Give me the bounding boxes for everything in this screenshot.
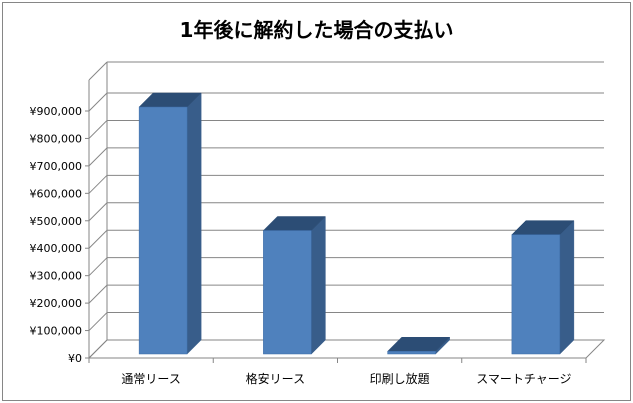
gridline-side	[88, 120, 108, 139]
bar	[138, 106, 188, 355]
bar	[511, 234, 561, 355]
bar-side	[311, 215, 326, 355]
gridline-side	[88, 174, 108, 194]
y-tick-label: ¥400,000	[30, 242, 83, 255]
gridline-side	[88, 257, 108, 277]
x-tick-label: 格安リース	[246, 371, 305, 386]
gridline-side	[88, 92, 108, 112]
y-tick-label: ¥800,000	[30, 132, 83, 145]
bar	[387, 351, 436, 355]
y-tick-label: ¥700,000	[30, 160, 83, 173]
gridline-side	[88, 147, 108, 167]
y-tick-label: ¥200,000	[30, 297, 83, 310]
x-tick-label: スマートチャージ	[476, 372, 571, 386]
gridline-side	[88, 229, 108, 249]
gridline-side	[88, 202, 108, 222]
bar-side	[559, 220, 575, 355]
bar-side	[186, 92, 202, 355]
x-tick-label: 通常リース	[121, 372, 180, 386]
y-tick-label: ¥500,000	[30, 215, 83, 228]
y-tick-label: ¥100,000	[30, 325, 83, 338]
y-tick-label: ¥300,000	[30, 270, 83, 283]
y-tick-label: ¥900,000	[30, 105, 83, 118]
y-tick-label: ¥0	[68, 352, 82, 365]
y-tick-label: ¥600,000	[30, 187, 83, 200]
gridline-side	[88, 312, 108, 331]
side-wall-top	[88, 61, 108, 81]
bar	[263, 230, 312, 355]
gridline-side	[88, 284, 108, 304]
x-tick-label: 印刷し放題	[370, 371, 430, 386]
chart-title: 1年後に解約した場合の支払い	[179, 18, 454, 42]
